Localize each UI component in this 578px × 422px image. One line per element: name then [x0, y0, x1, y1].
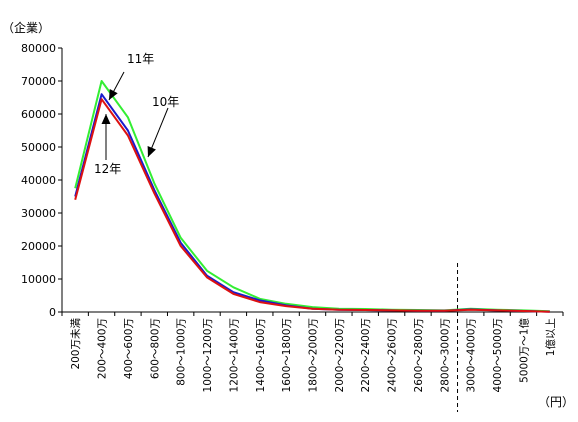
annotation-arrow-head [109, 89, 118, 100]
y-tick-label: 80000 [21, 42, 56, 55]
y-tick-label: 70000 [21, 75, 56, 88]
x-tick-label: 200～400万 [97, 318, 109, 379]
annotation-arrow-head [147, 146, 156, 157]
annotation-label: 12年 [94, 162, 121, 176]
y-tick-group: 0 10000 20000 30000 40000 50000 60000 70000 8000… [21, 42, 62, 319]
x-tick-label: 1800～2000万 [308, 318, 320, 392]
series-line-1 [74, 93, 550, 313]
x-axis: 200万未満 200～400万 400～600万 600～800万 800～1000万 1… [61, 311, 564, 392]
y-tick-label: 40000 [21, 174, 56, 187]
y-axis-unit-label: （企業） [2, 20, 50, 35]
y-tick-label: 30000 [21, 207, 56, 220]
series-line-0 [74, 80, 550, 313]
y-tick-label: 0 [49, 306, 56, 319]
x-tick-label: 2200～2400万 [360, 318, 372, 392]
x-tick-label: 1000～1200万 [202, 318, 214, 392]
x-tick-label: 800～1000万 [176, 318, 188, 386]
x-tick-label: 5000万～1億 [517, 318, 530, 383]
y-tick-label: 60000 [21, 108, 56, 121]
x-tick-label: 4000～5000万 [492, 318, 504, 392]
y-tick-label: 10000 [21, 273, 56, 286]
x-tick-label: 2600～2800万 [413, 318, 425, 392]
annotation-arrow-head [101, 114, 111, 124]
y-tick-label: 20000 [21, 240, 56, 253]
x-tick-label: 2400～2600万 [387, 318, 399, 392]
x-tick-label: 3000～4000万 [466, 318, 478, 392]
series-line-2 [74, 98, 550, 313]
x-tick-label: 2800～3000万 [439, 318, 451, 392]
x-tick-label: 400～600万 [123, 318, 135, 379]
y-tick-label: 50000 [21, 141, 56, 154]
x-tick-label: 1400～1600万 [255, 318, 267, 392]
x-tick-label: 1600～1800万 [281, 318, 293, 392]
x-tick-label: 200万未満 [70, 318, 82, 370]
annotation-group: 11年 10年 12年 [94, 52, 179, 176]
series-group [74, 80, 550, 313]
x-tick-group: 200万未満 200～400万 400～600万 600～800万 800～1000万 1… [61, 312, 564, 392]
x-tick-label: 600～800万 [149, 318, 161, 379]
annotation-label: 11年 [127, 52, 154, 66]
x-tick-label: 1200～1400万 [228, 318, 240, 392]
x-axis-unit-label: （円） [538, 395, 574, 409]
x-tick-label: 1億以上 [544, 318, 557, 356]
y-axis: 0 10000 20000 30000 40000 50000 60000 70000 8000… [21, 42, 63, 319]
annotation-label: 10年 [152, 95, 179, 109]
x-tick-label: 2000～2200万 [334, 318, 346, 392]
